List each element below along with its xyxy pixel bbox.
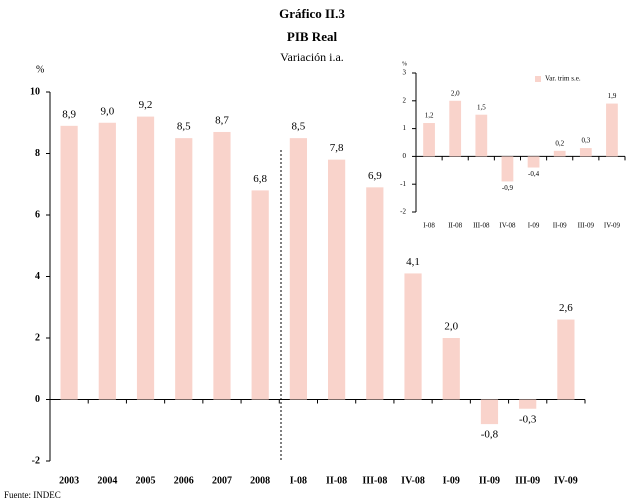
- data-label: 8,5: [177, 121, 191, 133]
- x-tick-label: II-08: [326, 475, 347, 486]
- bar: [328, 159, 346, 400]
- bar: [289, 138, 307, 400]
- bar: [404, 273, 422, 400]
- y-axis-label: %: [402, 61, 407, 67]
- data-label: 2,0: [451, 89, 460, 97]
- x-tick-label: III-09: [515, 475, 540, 486]
- y-tick-label: 2: [403, 96, 407, 104]
- bar: [557, 319, 575, 400]
- bar: [579, 148, 592, 157]
- x-tick-label: III-09: [578, 222, 595, 230]
- y-tick-label: 0: [35, 394, 40, 405]
- x-tick-label: II-09: [553, 222, 567, 230]
- x-tick-label: I-09: [528, 222, 540, 230]
- y-tick-label: 3: [403, 69, 407, 77]
- x-tick-label: III-08: [362, 475, 387, 486]
- chart-subtitle: Variación i.a.: [280, 50, 344, 64]
- y-tick-label: 8: [35, 148, 40, 159]
- bar: [449, 100, 462, 157]
- x-tick-label: IV-09: [604, 222, 621, 230]
- data-label: 8,9: [62, 108, 76, 120]
- bar: [606, 103, 618, 157]
- bar: [519, 399, 537, 409]
- x-tick-label: II-09: [479, 475, 500, 486]
- bar: [501, 156, 514, 182]
- data-label: 7,8: [330, 142, 344, 154]
- data-label: 9,2: [139, 99, 153, 111]
- data-label: 2,0: [444, 321, 458, 333]
- y-tick-label: -1: [400, 180, 406, 188]
- bar: [366, 187, 384, 400]
- bar: [60, 125, 78, 400]
- x-tick-label: IV-08: [401, 475, 425, 486]
- x-tick-label: I-09: [443, 475, 460, 486]
- legend-swatch: [535, 76, 541, 82]
- data-label: 4,1: [406, 256, 420, 268]
- x-tick-label: 2003: [59, 475, 79, 486]
- bar: [480, 399, 499, 425]
- data-label: 8,5: [292, 121, 306, 133]
- chart-subtitle: PIB Real: [287, 29, 338, 44]
- bar: [475, 114, 488, 157]
- x-tick-label: III-08: [473, 222, 490, 230]
- data-label: 6,8: [253, 173, 267, 185]
- x-tick-label: IV-09: [554, 475, 578, 486]
- legend-label: Var. trim s.e.: [545, 75, 581, 83]
- data-label: 0,2: [555, 139, 564, 147]
- x-tick-label: 2008: [250, 475, 270, 486]
- data-label: 0,3: [581, 137, 590, 145]
- source: Fuente: INDEC: [4, 490, 61, 500]
- bar: [527, 156, 540, 168]
- data-label: 8,7: [215, 115, 229, 127]
- bar: [553, 150, 566, 157]
- data-label: -0,3: [519, 413, 537, 425]
- y-tick-label: 6: [35, 209, 40, 220]
- y-axis-label: %: [36, 64, 44, 75]
- data-label: 6,9: [368, 170, 382, 182]
- bar: [251, 190, 269, 400]
- data-label: 1,9: [608, 92, 617, 100]
- data-label: 9,0: [100, 105, 114, 117]
- y-tick-label: 1: [403, 124, 407, 132]
- bar: [136, 116, 155, 400]
- data-label: 1,2: [425, 112, 434, 120]
- y-tick-label: 10: [30, 86, 40, 97]
- x-tick-label: I-08: [290, 475, 307, 486]
- x-tick-label: 2004: [97, 475, 117, 486]
- x-tick-label: IV-08: [499, 222, 516, 230]
- x-tick-label: I-08: [423, 222, 435, 230]
- data-label: -0,4: [528, 170, 540, 178]
- y-tick-label: 0: [403, 152, 407, 160]
- bar: [213, 131, 231, 400]
- x-tick-label: 2007: [212, 475, 232, 486]
- x-tick-label: II-08: [448, 222, 462, 230]
- y-tick-label: 2: [35, 332, 40, 343]
- y-tick-label: -2: [400, 208, 406, 216]
- bar: [442, 338, 460, 400]
- chart-title: Gráfico II.3: [279, 6, 345, 21]
- y-tick-label: 4: [35, 271, 40, 282]
- bar: [98, 122, 116, 400]
- bar: [423, 123, 435, 157]
- x-tick-label: 2005: [136, 475, 156, 486]
- data-label: -0,8: [481, 429, 499, 441]
- y-tick-label: -2: [32, 455, 40, 466]
- data-label: 2,6: [559, 302, 573, 314]
- data-label: -0,9: [502, 184, 514, 192]
- bar: [175, 138, 193, 400]
- data-label: 1,5: [477, 103, 486, 111]
- x-tick-label: 2006: [174, 475, 194, 486]
